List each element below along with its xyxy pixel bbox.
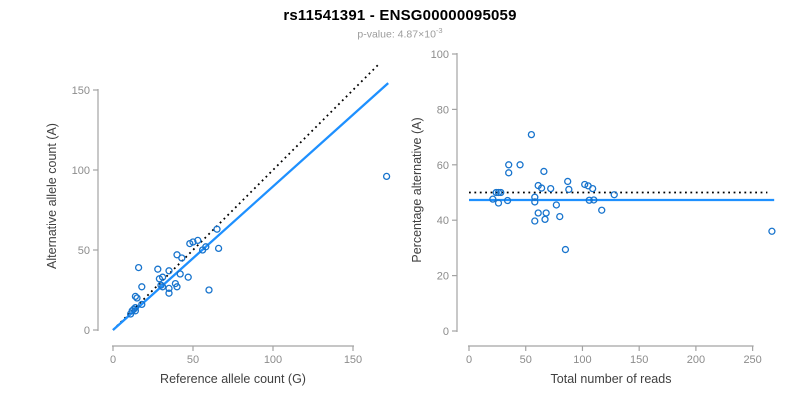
scatter-point bbox=[184, 273, 192, 281]
y-tick-label: 0 bbox=[443, 326, 449, 338]
scatter-point bbox=[768, 227, 776, 235]
scatter-point bbox=[565, 185, 573, 194]
x-tick-label: 0 bbox=[466, 354, 472, 366]
x-tick-label: 100 bbox=[573, 354, 591, 366]
scatter-point bbox=[130, 305, 138, 313]
scatter-point bbox=[581, 180, 589, 189]
scatter-point bbox=[497, 188, 505, 197]
scatter-point bbox=[540, 167, 548, 176]
scatter-point bbox=[537, 184, 546, 192]
scatter-point bbox=[131, 307, 140, 315]
scatter-point bbox=[165, 267, 173, 275]
scatter-point bbox=[541, 215, 549, 224]
y-tick-label: 100 bbox=[431, 49, 449, 61]
y-tick-label: 40 bbox=[437, 215, 449, 227]
pvalue-prefix: p-value: bbox=[357, 28, 398, 41]
scatter-point bbox=[178, 254, 186, 262]
scatter-point bbox=[534, 209, 542, 217]
x-tick-label: 150 bbox=[344, 354, 362, 366]
y-tick-label: 60 bbox=[437, 160, 449, 172]
scatter-point bbox=[158, 273, 167, 281]
y-tick-label: 50 bbox=[78, 245, 90, 257]
scatter-point bbox=[194, 236, 202, 245]
scatter-point bbox=[531, 217, 539, 225]
scatter-point bbox=[158, 283, 167, 291]
y-tick-label: 20 bbox=[437, 271, 449, 283]
scatter-point bbox=[589, 184, 597, 193]
x-tick-label: 100 bbox=[264, 354, 282, 366]
scatter-point bbox=[489, 195, 497, 203]
scatter-point bbox=[598, 206, 606, 214]
x-tick-label: 250 bbox=[743, 354, 761, 366]
scatter-point bbox=[131, 303, 140, 312]
scatter-point bbox=[165, 289, 173, 297]
scatter-point bbox=[214, 244, 223, 253]
scatter-point bbox=[134, 263, 143, 272]
scatter-point bbox=[492, 188, 500, 197]
scatter-point bbox=[202, 243, 210, 251]
y-axis-title: Percentage alternative (A) bbox=[410, 117, 424, 262]
scatter-point bbox=[131, 292, 140, 301]
scatter-point bbox=[173, 251, 181, 259]
scatter-point bbox=[561, 245, 570, 254]
pvalue-times-ten: ×10 bbox=[418, 28, 436, 41]
scatter-point bbox=[157, 281, 165, 289]
figure-subtitle: p-value: 4.87×10-3 bbox=[0, 26, 800, 41]
scatter-point bbox=[542, 209, 550, 217]
scatter-point bbox=[590, 196, 598, 204]
scatter-point bbox=[494, 199, 503, 207]
figure-title: rs11541391 - ENSG00000095059 bbox=[283, 7, 517, 24]
identity-diagonal-line bbox=[112, 62, 381, 331]
scatter-point bbox=[505, 169, 513, 177]
scatter-point bbox=[552, 201, 561, 209]
x-tick-label: 150 bbox=[630, 354, 648, 366]
panel-right: 0 20 40 60 80 100 0 50 100 150 200 250 Total number … bbox=[410, 49, 776, 386]
scatter-point bbox=[531, 193, 539, 201]
scatter-point bbox=[527, 130, 536, 139]
scatter-point bbox=[564, 177, 572, 186]
scatter-point bbox=[547, 184, 555, 193]
x-tick-label: 50 bbox=[520, 354, 532, 366]
scatter-point bbox=[133, 294, 141, 302]
y-tick-label: 0 bbox=[84, 325, 90, 337]
scatter-point bbox=[176, 270, 184, 278]
scatter-point bbox=[138, 283, 146, 291]
scatter-point bbox=[382, 172, 391, 181]
scatter-point bbox=[154, 265, 162, 273]
scatter-point bbox=[503, 196, 512, 205]
scatter-point bbox=[165, 284, 173, 293]
scatter-point bbox=[205, 286, 213, 294]
scatter-point bbox=[505, 161, 513, 169]
y-tick-label: 150 bbox=[72, 85, 90, 97]
regression-fit-line bbox=[112, 82, 389, 331]
scatter-point bbox=[189, 238, 197, 246]
scatter-point bbox=[556, 212, 564, 221]
scatter-point bbox=[138, 300, 146, 309]
scatter-point bbox=[494, 188, 503, 197]
pvalue-mantissa: 4.87 bbox=[397, 28, 419, 41]
y-axis-title: Alternative allele count (A) bbox=[45, 123, 59, 269]
panel-left: 0 50 100 150 0 50 100 150 Reference allele count… bbox=[45, 62, 391, 386]
pvalue-exponent: -3 bbox=[435, 26, 443, 35]
scatter-point bbox=[213, 225, 221, 233]
scatter-point bbox=[531, 198, 539, 206]
y-tick-label: 80 bbox=[437, 104, 449, 116]
x-axis-title: Total number of reads bbox=[551, 372, 672, 386]
x-tick-label: 50 bbox=[187, 354, 199, 366]
y-tick-label: 100 bbox=[72, 165, 90, 177]
x-tick-label: 0 bbox=[110, 354, 116, 366]
scatter-point bbox=[610, 191, 618, 199]
x-axis-title: Reference allele count (G) bbox=[160, 372, 306, 386]
scatter-point bbox=[171, 279, 180, 288]
scatter-point bbox=[516, 161, 524, 169]
x-tick-label: 200 bbox=[687, 354, 705, 366]
scatter-point bbox=[585, 196, 593, 204]
